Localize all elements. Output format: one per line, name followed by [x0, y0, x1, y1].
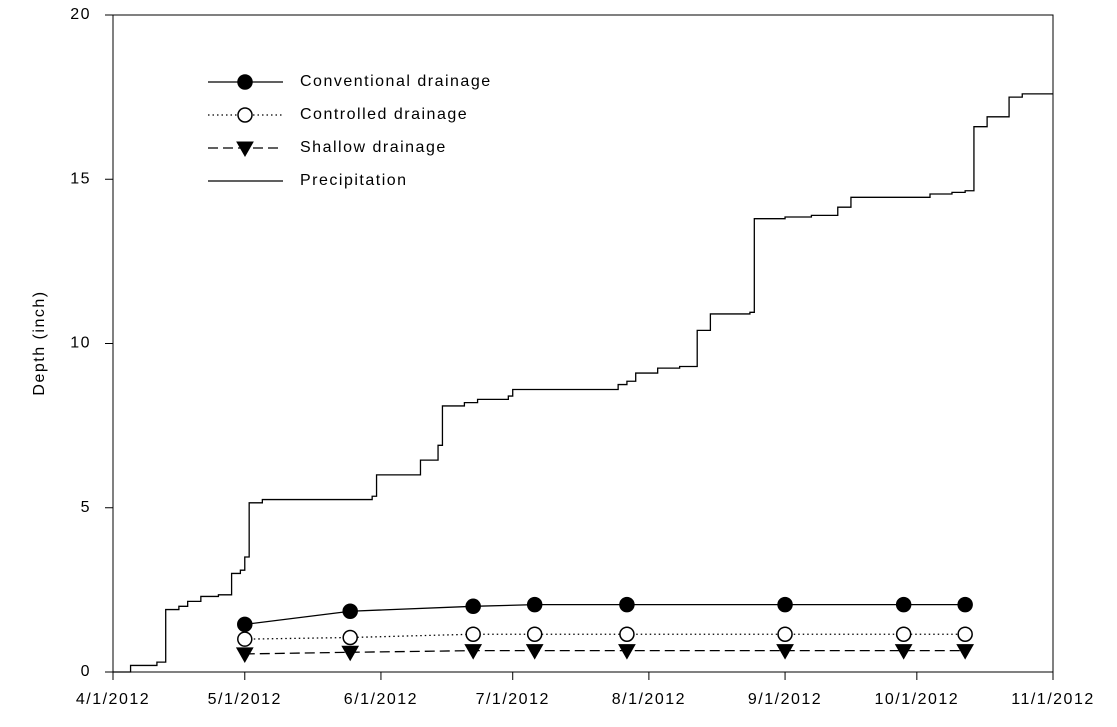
marker [342, 603, 358, 619]
legend-marker [237, 107, 253, 123]
y-tick-label: 15 [70, 170, 91, 187]
marker [526, 626, 543, 642]
x-tick-label: 5/1/2012 [208, 691, 282, 708]
legend-marker [237, 74, 253, 90]
marker [957, 596, 973, 613]
legend-label: Precipitation [300, 172, 408, 189]
marker [465, 626, 481, 642]
marker [464, 644, 483, 660]
series-line [113, 93, 1053, 673]
x-tick-label: 6/1/2012 [344, 691, 418, 708]
marker [895, 626, 912, 642]
marker [895, 596, 912, 613]
series-line [244, 604, 966, 626]
marker [237, 631, 253, 647]
plot-frame [112, 14, 1054, 673]
marker [235, 647, 254, 663]
x-tick-label: 10/1/2012 [874, 691, 959, 708]
legend-label: Controlled drainage [300, 106, 468, 123]
y-axis-label: Depth (inch) [31, 290, 48, 395]
marker [526, 596, 543, 613]
legend-label: Conventional drainage [300, 73, 492, 90]
marker [776, 644, 794, 660]
legend-marker [236, 141, 254, 158]
marker [342, 629, 358, 646]
y-tick-label: 10 [70, 335, 91, 352]
x-tick-label: 8/1/2012 [612, 691, 686, 708]
x-tick-label: 9/1/2012 [748, 691, 822, 708]
marker [465, 598, 481, 615]
x-tick-label: 11/1/2012 [1011, 691, 1095, 708]
y-tick-label: 5 [81, 499, 91, 516]
marker [619, 596, 635, 613]
series-line [244, 633, 966, 640]
marker [619, 626, 635, 642]
y-tick-label: 0 [81, 663, 91, 680]
series-line [244, 649, 966, 655]
marker [618, 644, 636, 660]
marker [777, 596, 793, 613]
x-tick-label: 4/1/2012 [76, 691, 150, 708]
marker [957, 626, 973, 642]
marker [894, 644, 913, 660]
marker [956, 644, 975, 660]
marker [341, 645, 360, 662]
x-tick-label: 7/1/2012 [476, 691, 550, 708]
legend-label: Shallow drainage [300, 139, 447, 156]
y-tick-label: 20 [70, 6, 91, 23]
marker [237, 616, 253, 633]
marker [525, 644, 544, 660]
marker [777, 626, 793, 642]
